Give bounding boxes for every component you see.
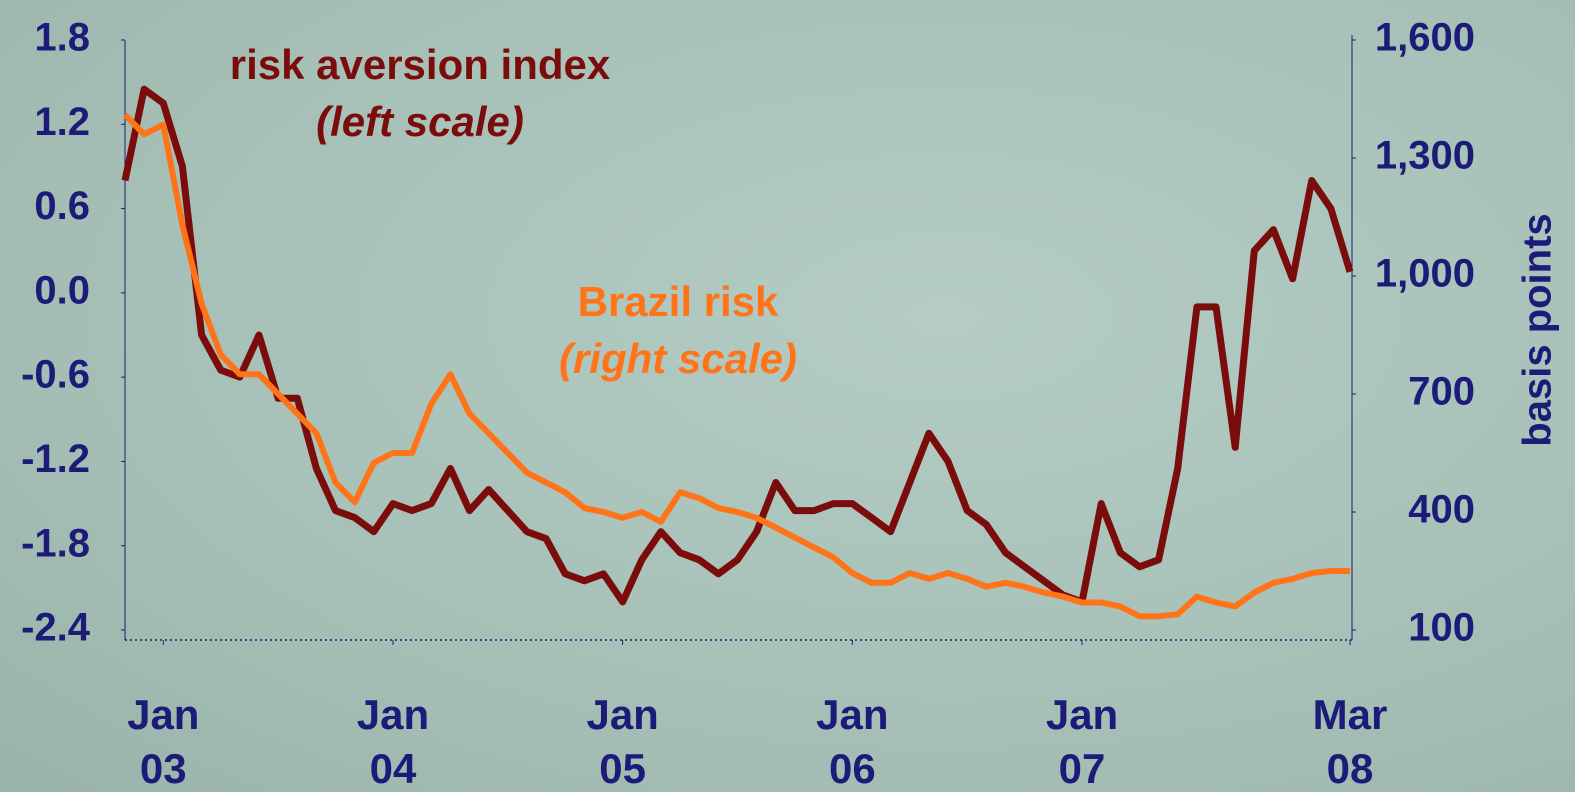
x-tick-label: Jan 06 bbox=[807, 688, 897, 792]
chart: basis points -2.4 -1.8 -1.2 -0.6 0.0 0.6 1.2 1.… bbox=[0, 0, 1575, 792]
y2-tick-label: 1,000 bbox=[1375, 252, 1475, 296]
y2-tick-label: 1,600 bbox=[1375, 16, 1475, 60]
y2-tick-label: 1,300 bbox=[1375, 134, 1475, 178]
y2-axis-label: basis points bbox=[1516, 213, 1560, 446]
y-tick-label: 0.0 bbox=[34, 268, 90, 312]
y-tick-label: -1.2 bbox=[21, 437, 90, 481]
x-tick-label: Jan 03 bbox=[118, 688, 208, 792]
x-tick-label: Mar 08 bbox=[1305, 688, 1395, 792]
y-tick-label: -1.8 bbox=[21, 521, 90, 565]
y-tick-label: -0.6 bbox=[21, 353, 90, 397]
y-tick-label: 1.8 bbox=[34, 16, 90, 60]
y2-tick-label: 400 bbox=[1408, 488, 1475, 532]
y-tick-label: -2.4 bbox=[21, 606, 91, 650]
y-tick-label: 1.2 bbox=[34, 100, 90, 144]
y-tick-label: 0.6 bbox=[34, 184, 90, 228]
x-tick-label: Jan 04 bbox=[348, 688, 438, 792]
annotation: (right scale) bbox=[559, 335, 797, 382]
x-tick-label: Jan 05 bbox=[578, 688, 668, 792]
y2-tick-label: 100 bbox=[1408, 606, 1475, 650]
annotation: (left scale) bbox=[316, 98, 524, 145]
y2-tick-label: 700 bbox=[1408, 370, 1475, 414]
annotation: risk aversion index bbox=[230, 41, 611, 88]
plot: basis points -2.4 -1.8 -1.2 -0.6 0.0 0.6 1.2 1.… bbox=[0, 0, 1575, 792]
annotation: Brazil risk bbox=[578, 278, 779, 325]
x-tick-label: Jan 07 bbox=[1037, 688, 1127, 792]
